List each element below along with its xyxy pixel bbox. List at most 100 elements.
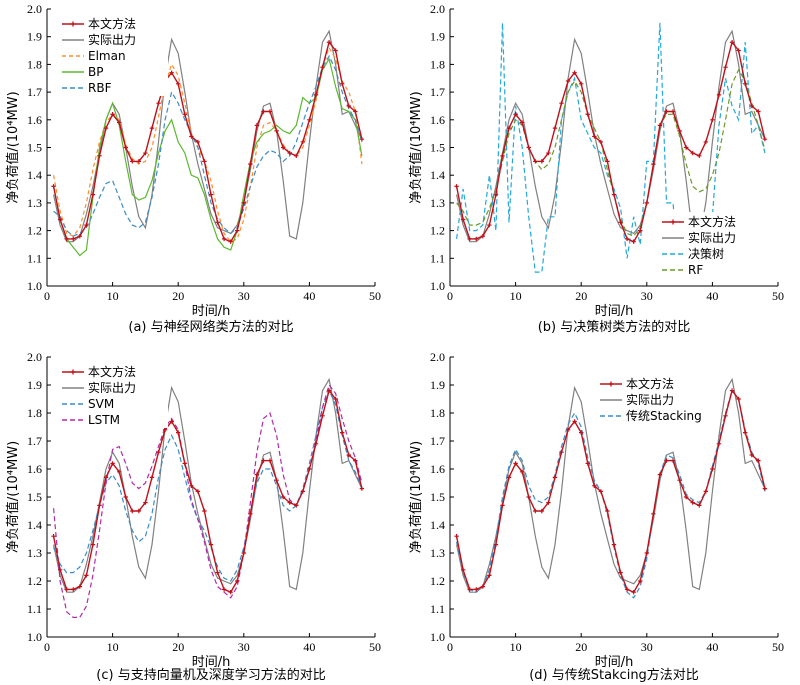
data-point bbox=[294, 153, 299, 159]
data-point bbox=[103, 475, 109, 480]
data-point bbox=[280, 145, 286, 150]
data-point bbox=[71, 587, 76, 592]
data-point bbox=[208, 192, 214, 197]
data-point bbox=[624, 587, 630, 592]
y-tick-label: 1.4 bbox=[430, 518, 445, 532]
data-point bbox=[287, 500, 292, 505]
data-point bbox=[254, 472, 260, 477]
data-point bbox=[307, 117, 312, 122]
data-point bbox=[506, 125, 512, 131]
legend-label: 实际出力 bbox=[688, 230, 736, 245]
series-line-2 bbox=[455, 389, 766, 594]
x-tick-label: 20 bbox=[575, 289, 587, 303]
y-tick-label: 2.0 bbox=[430, 350, 445, 364]
x-tick-label: 0 bbox=[447, 640, 453, 654]
y-tick-label: 1.5 bbox=[430, 490, 445, 504]
y-tick-label: 1.5 bbox=[430, 141, 445, 155]
data-point bbox=[664, 458, 669, 463]
data-point bbox=[221, 236, 227, 242]
data-point bbox=[202, 508, 207, 514]
data-point bbox=[605, 508, 610, 514]
x-tick-label: 30 bbox=[238, 640, 250, 654]
data-point bbox=[565, 78, 571, 84]
x-tick-label: 50 bbox=[369, 289, 381, 303]
data-point bbox=[221, 587, 227, 592]
data-point bbox=[182, 112, 187, 117]
data-point bbox=[559, 450, 564, 455]
data-point bbox=[500, 503, 505, 508]
data-point bbox=[592, 134, 597, 139]
data-point bbox=[267, 109, 273, 114]
y-axis-title: 净负荷值/(10⁴MW) bbox=[408, 441, 424, 553]
data-point bbox=[156, 100, 161, 106]
data-point bbox=[300, 139, 306, 145]
data-point bbox=[716, 92, 722, 98]
data-point bbox=[480, 233, 485, 239]
y-tick-label: 1.5 bbox=[27, 490, 42, 504]
data-point bbox=[359, 136, 365, 142]
data-point bbox=[487, 222, 492, 228]
data-point bbox=[598, 489, 604, 494]
legend-label: 本文方法 bbox=[88, 364, 136, 379]
data-point bbox=[474, 236, 479, 242]
data-point bbox=[743, 81, 748, 86]
y-tick-label: 1.4 bbox=[430, 168, 445, 182]
data-point bbox=[136, 508, 142, 514]
data-point bbox=[513, 112, 518, 117]
y-tick-label: 1.8 bbox=[27, 406, 42, 420]
data-point bbox=[110, 461, 115, 466]
legend-label: 决策树 bbox=[688, 246, 724, 261]
y-tick-label: 1.8 bbox=[27, 57, 42, 71]
data-point bbox=[326, 388, 332, 393]
data-point bbox=[506, 475, 512, 480]
data-point bbox=[493, 192, 499, 197]
data-point bbox=[723, 413, 728, 418]
x-tick-label: 10 bbox=[107, 640, 119, 654]
y-tick-label: 1.6 bbox=[27, 113, 42, 127]
data-point bbox=[697, 153, 702, 159]
y-tick-label: 1.9 bbox=[27, 378, 42, 392]
y-axis-title: 净负荷值/(10⁴MW) bbox=[5, 91, 21, 203]
data-point bbox=[729, 388, 735, 393]
y-tick-label: 1.7 bbox=[430, 434, 445, 448]
x-tick-label: 40 bbox=[706, 640, 718, 654]
data-point bbox=[460, 217, 466, 222]
y-tick-label: 1.7 bbox=[27, 85, 42, 99]
data-point bbox=[631, 239, 636, 244]
y-tick-label: 1.7 bbox=[430, 85, 445, 99]
data-point bbox=[592, 483, 597, 488]
legend-label: 实际出力 bbox=[626, 392, 674, 407]
data-point bbox=[631, 590, 636, 595]
data-point bbox=[644, 200, 649, 206]
data-point bbox=[539, 508, 545, 514]
series-line-0 bbox=[53, 377, 363, 593]
legend-label: 本文方法 bbox=[88, 16, 136, 31]
data-point bbox=[644, 550, 649, 556]
data-point bbox=[261, 109, 266, 114]
panel-caption: (c) 与支持向量机及深度学习方法的对比 bbox=[96, 667, 325, 683]
y-tick-label: 1.3 bbox=[430, 546, 445, 560]
y-tick-label: 1.3 bbox=[27, 546, 42, 560]
data-point bbox=[677, 478, 682, 483]
data-point bbox=[598, 139, 604, 145]
data-point bbox=[585, 461, 590, 466]
data-point bbox=[235, 228, 240, 233]
x-axis-title: 时间/h bbox=[192, 304, 231, 319]
data-point bbox=[313, 441, 319, 446]
x-tick-label: 10 bbox=[510, 640, 522, 654]
y-tick-label: 2.0 bbox=[27, 2, 42, 16]
y-tick-label: 1.8 bbox=[430, 406, 445, 420]
y-tick-label: 1.9 bbox=[430, 30, 445, 44]
data-point bbox=[546, 500, 551, 505]
y-tick-label: 1.3 bbox=[27, 196, 42, 210]
data-point bbox=[565, 427, 571, 432]
y-tick-label: 1.9 bbox=[27, 30, 42, 44]
y-tick-label: 1.0 bbox=[430, 279, 445, 293]
y-tick-label: 2.0 bbox=[27, 350, 42, 364]
y-tick-label: 1.0 bbox=[430, 630, 445, 644]
y-tick-label: 1.1 bbox=[27, 602, 42, 616]
y-tick-label: 1.4 bbox=[27, 518, 42, 532]
data-point bbox=[97, 153, 102, 159]
x-tick-label: 50 bbox=[772, 289, 784, 303]
y-tick-label: 1.8 bbox=[430, 57, 445, 71]
